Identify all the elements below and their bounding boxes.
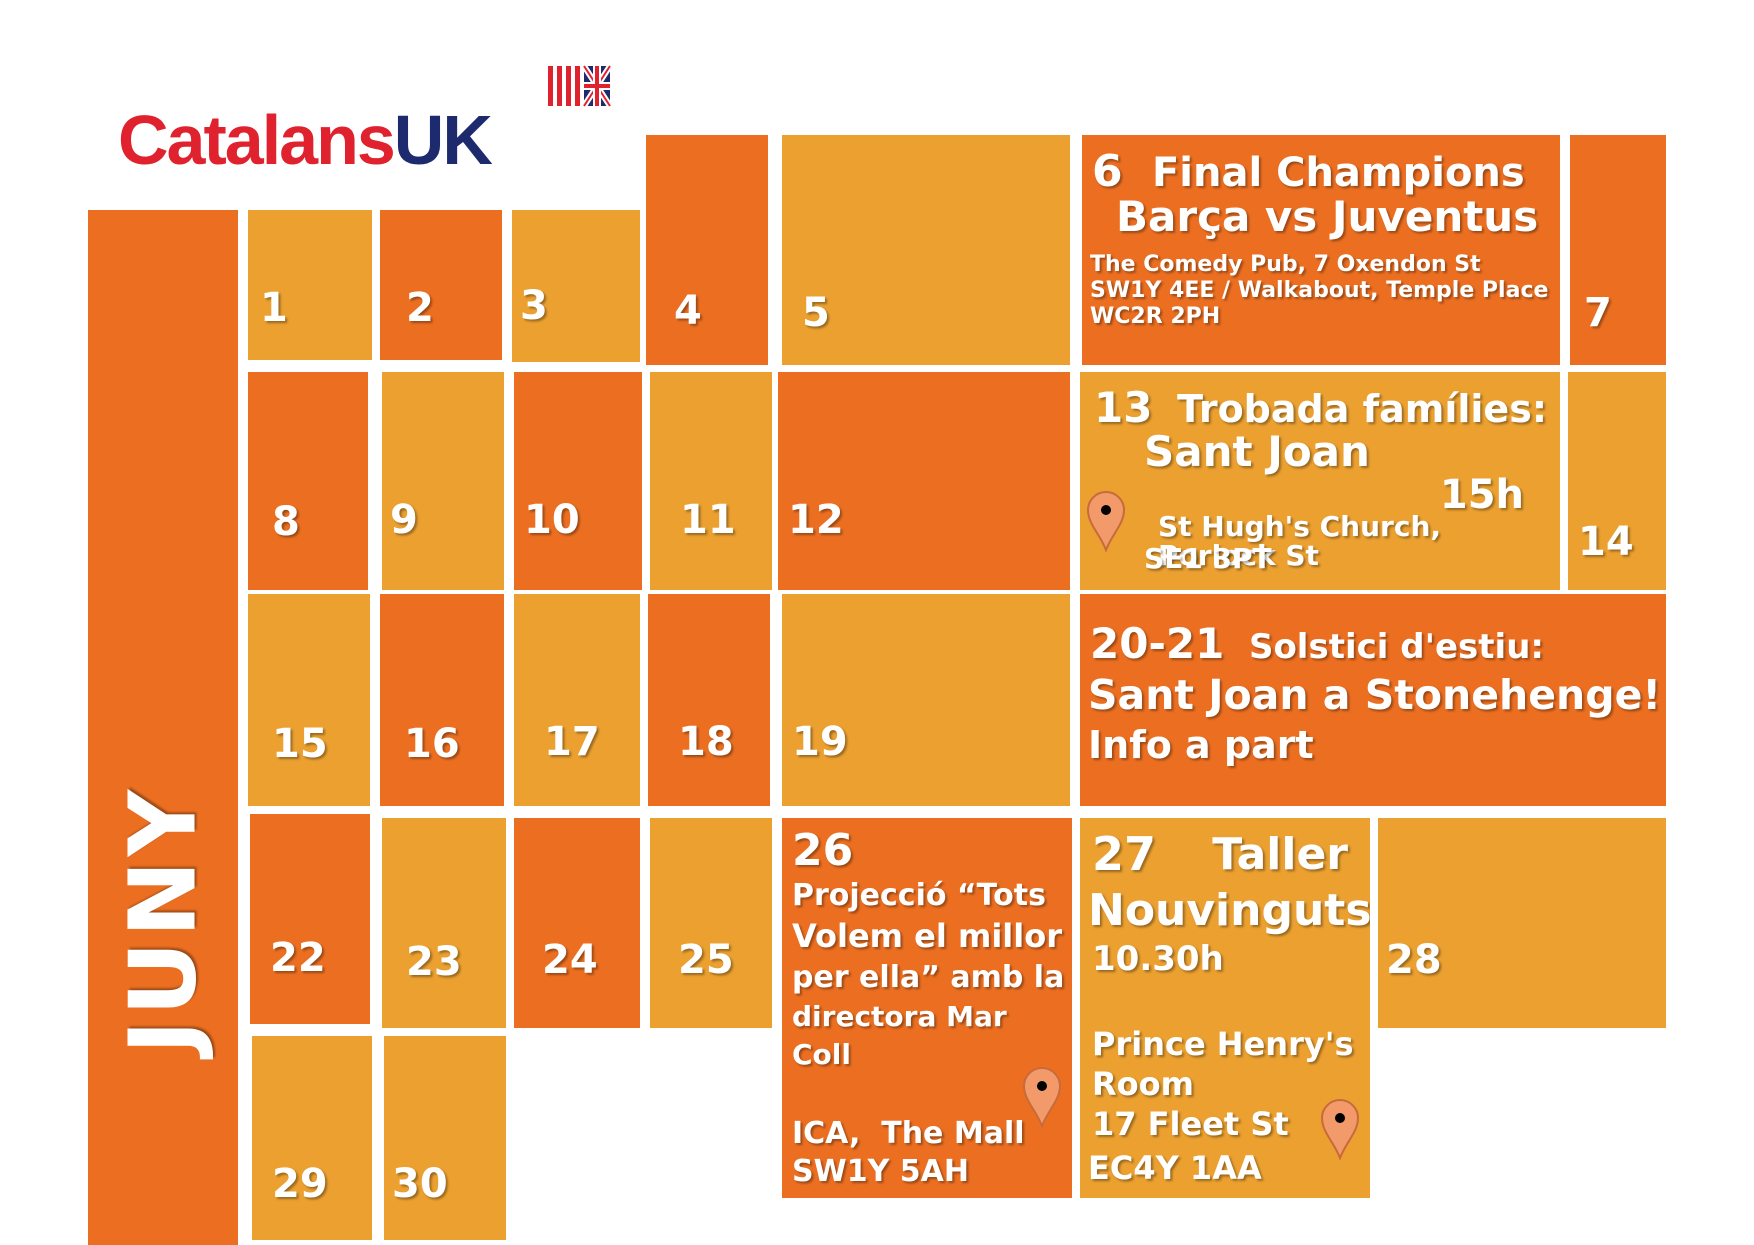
day-cell-25: 25 bbox=[650, 818, 772, 1028]
event-13-header: 13 Trobada famílies: bbox=[1094, 383, 1548, 432]
event-13-number: 13 bbox=[1094, 383, 1153, 432]
event-6-address-1: The Comedy Pub, 7 Oxendon St bbox=[1090, 252, 1481, 277]
event-27-address-4: EC4Y 1AA bbox=[1088, 1149, 1262, 1187]
event-26-line-2: Volem el millor bbox=[792, 917, 1062, 955]
event-26-line-3: per ella” amb la bbox=[792, 960, 1065, 995]
day-cell-5: 5 bbox=[782, 135, 1070, 365]
day-cell-16: 16 bbox=[380, 594, 504, 806]
day-number: 19 bbox=[792, 719, 848, 765]
day-cell-14: 14 bbox=[1568, 372, 1666, 590]
day-cell-12: 12 bbox=[778, 372, 1070, 590]
day-cell-18: 18 bbox=[648, 594, 770, 806]
day-number: 25 bbox=[678, 937, 734, 983]
event-cell-26: 26 Projecció “Tots Volem el millor per e… bbox=[782, 818, 1072, 1198]
event-26-line-5: Coll bbox=[792, 1038, 851, 1071]
event-27-title: Taller bbox=[1212, 829, 1348, 880]
event-6-title: Final Champions bbox=[1151, 150, 1525, 196]
day-cell-3: 3 bbox=[512, 210, 640, 362]
day-cell-30: 30 bbox=[384, 1036, 506, 1240]
event-20-title: Solstici d'estiu: bbox=[1248, 627, 1544, 667]
event-27-address-1: Prince Henry's bbox=[1092, 1025, 1354, 1063]
day-number: 11 bbox=[680, 497, 736, 543]
day-number: 22 bbox=[270, 935, 326, 981]
day-number: 7 bbox=[1584, 290, 1612, 336]
event-26-address-2: SW1Y 5AH bbox=[792, 1154, 969, 1189]
day-cell-7: 7 bbox=[1570, 135, 1666, 365]
event-cell-6: 6 Final Champions Barça vs Juventus The … bbox=[1082, 135, 1560, 365]
event-20-note: Info a part bbox=[1088, 723, 1314, 767]
event-27-address-3: 17 Fleet St bbox=[1092, 1105, 1289, 1143]
event-26-address-1: ICA, The Mall bbox=[792, 1116, 1025, 1151]
day-number: 15 bbox=[272, 721, 328, 767]
map-pin-icon bbox=[1086, 491, 1126, 552]
day-cell-9: 9 bbox=[382, 372, 504, 590]
day-cell-11: 11 bbox=[650, 372, 772, 590]
event-26-line-1: Projecció “Tots bbox=[792, 878, 1046, 913]
day-cell-23: 23 bbox=[382, 818, 506, 1028]
day-number: 16 bbox=[404, 721, 460, 767]
day-number: 17 bbox=[544, 719, 600, 765]
month-column: JUNY bbox=[88, 210, 238, 1245]
day-number: 5 bbox=[802, 290, 830, 336]
logo-text: CatalansUK bbox=[118, 105, 493, 175]
day-number: 9 bbox=[390, 497, 418, 543]
day-number: 28 bbox=[1386, 937, 1442, 983]
event-20-number: 20-21 bbox=[1090, 619, 1225, 668]
event-13-address-1: St Hugh's Church, Porlock St bbox=[1158, 510, 1442, 573]
day-number: 4 bbox=[674, 288, 702, 334]
event-cell-13: 13 Trobada famílies: Sant Joan 15h St Hu… bbox=[1080, 372, 1560, 590]
day-number: 18 bbox=[678, 719, 734, 765]
event-6-address-2: SW1Y 4EE / Walkabout, Temple Place bbox=[1090, 278, 1549, 303]
event-26-number: 26 bbox=[792, 825, 854, 876]
day-number: 12 bbox=[788, 497, 844, 543]
event-26-line-4: directora Mar bbox=[792, 1000, 1007, 1033]
event-27-time: 10.30h bbox=[1092, 939, 1224, 979]
event-6-number: 6 bbox=[1092, 146, 1123, 197]
event-cell-27: 27 Taller Nouvinguts 10.30h Prince Henry… bbox=[1080, 818, 1370, 1198]
event-27-address-2: Room bbox=[1092, 1065, 1194, 1103]
logo-catalans: Catalans bbox=[118, 101, 396, 179]
event-20-header: 20-21 Solstici d'estiu: bbox=[1090, 619, 1544, 668]
uk-flag-icon bbox=[548, 64, 612, 108]
day-number: 14 bbox=[1578, 519, 1634, 565]
day-number: 24 bbox=[542, 937, 598, 983]
day-number: 8 bbox=[272, 499, 300, 545]
event-13-time: 15h bbox=[1439, 472, 1524, 518]
event-13-subtitle: Sant Joan bbox=[1144, 427, 1370, 476]
day-cell-8: 8 bbox=[248, 372, 368, 590]
day-number: 23 bbox=[406, 939, 462, 985]
day-cell-24: 24 bbox=[514, 818, 640, 1028]
day-number: 3 bbox=[520, 283, 548, 329]
day-cell-19: 19 bbox=[782, 594, 1070, 806]
day-number: 2 bbox=[406, 285, 434, 331]
event-27-number: 27 bbox=[1092, 827, 1157, 881]
event-cell-20-21: 20-21 Solstici d'estiu: Sant Joan a Ston… bbox=[1080, 594, 1666, 806]
day-cell-4: 4 bbox=[646, 135, 768, 365]
event-13-title: Trobada famílies: bbox=[1177, 387, 1548, 431]
day-cell-10: 10 bbox=[514, 372, 642, 590]
day-cell-28: 28 bbox=[1378, 818, 1666, 1028]
event-20-subtitle: Sant Joan a Stonehenge! bbox=[1088, 671, 1662, 719]
event-13-address-2: SE1 3PT bbox=[1144, 542, 1272, 575]
map-pin-icon bbox=[1320, 1099, 1360, 1160]
event-6-address-3: WC2R 2PH bbox=[1090, 304, 1221, 329]
day-number: 29 bbox=[272, 1161, 328, 1207]
logo-uk: UK bbox=[393, 101, 493, 179]
day-number: 10 bbox=[524, 497, 580, 543]
event-27-subtitle: Nouvinguts bbox=[1088, 885, 1370, 936]
day-cell-1: 1 bbox=[248, 210, 372, 360]
day-cell-22: 22 bbox=[250, 814, 370, 1024]
map-pin-icon bbox=[1022, 1067, 1062, 1128]
day-cell-17: 17 bbox=[514, 594, 640, 806]
event-6-subtitle: Barça vs Juventus bbox=[1116, 192, 1539, 241]
day-cell-2: 2 bbox=[380, 210, 502, 360]
month-label: JUNY bbox=[109, 785, 217, 1055]
day-number: 1 bbox=[260, 285, 288, 331]
day-number: 30 bbox=[392, 1161, 448, 1207]
day-cell-15: 15 bbox=[248, 594, 370, 806]
event-6-header: 6 Final Champions bbox=[1092, 146, 1525, 197]
day-cell-29: 29 bbox=[252, 1036, 372, 1240]
